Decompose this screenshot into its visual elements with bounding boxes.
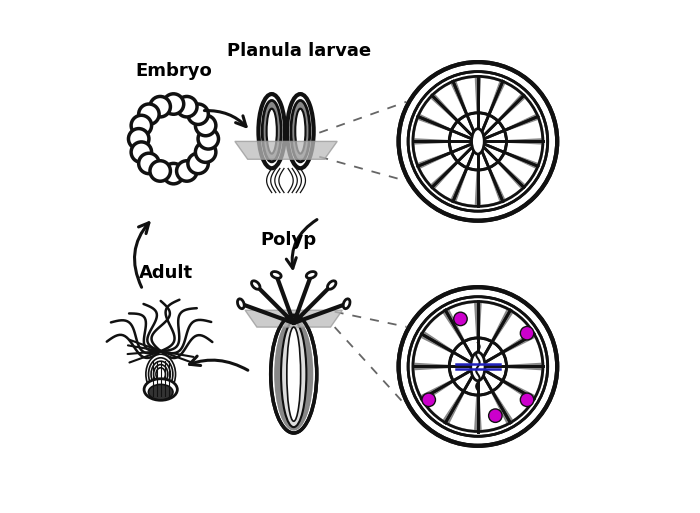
Ellipse shape xyxy=(148,358,173,390)
Circle shape xyxy=(163,163,183,184)
Ellipse shape xyxy=(287,327,300,421)
Polygon shape xyxy=(506,120,541,140)
Circle shape xyxy=(413,302,543,431)
Ellipse shape xyxy=(472,129,484,154)
Ellipse shape xyxy=(295,109,305,154)
Ellipse shape xyxy=(307,271,316,279)
Polygon shape xyxy=(494,313,531,350)
Polygon shape xyxy=(435,164,465,199)
Ellipse shape xyxy=(262,101,281,162)
Circle shape xyxy=(489,409,502,422)
Polygon shape xyxy=(456,78,477,113)
Polygon shape xyxy=(425,313,461,350)
Circle shape xyxy=(131,142,152,163)
Polygon shape xyxy=(505,368,541,395)
Polygon shape xyxy=(500,154,536,184)
Polygon shape xyxy=(480,393,506,430)
Circle shape xyxy=(398,287,557,446)
Ellipse shape xyxy=(328,281,336,289)
Text: Adult: Adult xyxy=(139,264,193,282)
Polygon shape xyxy=(449,393,476,430)
Polygon shape xyxy=(500,99,536,128)
Ellipse shape xyxy=(291,101,310,162)
Circle shape xyxy=(139,104,159,125)
Polygon shape xyxy=(494,383,531,420)
Polygon shape xyxy=(480,170,499,205)
Circle shape xyxy=(422,393,435,406)
Ellipse shape xyxy=(156,368,165,381)
Circle shape xyxy=(150,96,170,117)
Circle shape xyxy=(408,297,547,436)
Circle shape xyxy=(454,312,467,326)
Circle shape xyxy=(139,153,159,174)
Circle shape xyxy=(176,161,197,181)
Circle shape xyxy=(129,129,149,149)
Ellipse shape xyxy=(287,94,314,168)
Text: Polyp: Polyp xyxy=(260,231,316,249)
Ellipse shape xyxy=(144,379,177,400)
Polygon shape xyxy=(414,120,449,140)
Ellipse shape xyxy=(153,365,168,384)
Polygon shape xyxy=(449,303,476,340)
Ellipse shape xyxy=(272,271,281,279)
Polygon shape xyxy=(435,84,465,119)
Polygon shape xyxy=(480,78,499,113)
Ellipse shape xyxy=(237,299,244,309)
Ellipse shape xyxy=(274,318,314,430)
Polygon shape xyxy=(421,99,456,128)
Polygon shape xyxy=(414,143,449,163)
Circle shape xyxy=(163,94,183,114)
Circle shape xyxy=(131,115,152,136)
Circle shape xyxy=(176,96,197,117)
Circle shape xyxy=(449,338,507,395)
Circle shape xyxy=(188,104,209,125)
Ellipse shape xyxy=(251,281,260,289)
Ellipse shape xyxy=(151,361,170,387)
Text: Embryo: Embryo xyxy=(135,62,212,80)
Polygon shape xyxy=(414,338,451,365)
Ellipse shape xyxy=(148,384,173,400)
Ellipse shape xyxy=(281,321,307,427)
Circle shape xyxy=(398,62,557,221)
Polygon shape xyxy=(414,368,451,395)
Circle shape xyxy=(198,129,218,149)
Polygon shape xyxy=(491,84,521,119)
Polygon shape xyxy=(505,338,541,365)
Circle shape xyxy=(150,161,170,181)
Circle shape xyxy=(449,113,507,170)
Polygon shape xyxy=(480,303,506,340)
Ellipse shape xyxy=(146,354,176,394)
Ellipse shape xyxy=(271,315,316,433)
Polygon shape xyxy=(235,142,337,160)
Polygon shape xyxy=(456,170,477,205)
Circle shape xyxy=(195,115,216,136)
Ellipse shape xyxy=(471,352,485,381)
Circle shape xyxy=(188,153,209,174)
Polygon shape xyxy=(245,310,342,327)
Circle shape xyxy=(195,142,216,163)
Polygon shape xyxy=(506,143,541,163)
Polygon shape xyxy=(421,154,456,184)
Circle shape xyxy=(408,72,547,211)
Text: Planula larvae: Planula larvae xyxy=(227,42,371,60)
Circle shape xyxy=(413,76,543,206)
Ellipse shape xyxy=(343,299,350,309)
Circle shape xyxy=(520,393,534,406)
Polygon shape xyxy=(491,164,521,199)
Circle shape xyxy=(520,326,534,340)
Ellipse shape xyxy=(258,94,285,168)
Ellipse shape xyxy=(267,109,276,154)
Polygon shape xyxy=(425,383,461,420)
